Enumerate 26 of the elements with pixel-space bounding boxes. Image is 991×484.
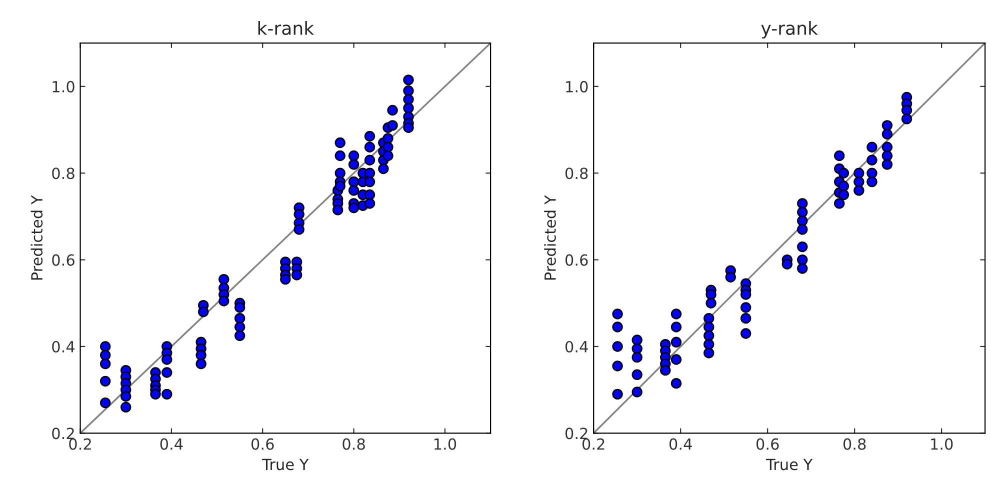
y-axis-title: Predicted Y [30,195,43,280]
y-tick-label: 0.8 [565,168,588,180]
x-tick-label: 0.2 [69,438,91,450]
x-tick-label: 0.8 [843,438,866,450]
y-tick-label: 0.6 [52,254,74,266]
x-tick-label: 1.0 [434,438,456,450]
x-tick-label: 0.4 [160,438,183,450]
y-tick-label: 0.4 [52,340,75,353]
x-tick-label: 0.6 [756,438,779,450]
x-tick-label: 0.4 [669,438,692,450]
y-tick-label: 0.2 [565,428,588,440]
x-axis-title: True Y [766,458,813,470]
y-tick-label: 1.0 [52,80,74,92]
x-tick-label: 1.0 [931,438,953,450]
y-tick-label: 1.0 [566,80,588,92]
y-tick-label: 0.8 [52,168,74,180]
chart-title: k-rank [258,21,314,35]
x-tick-label: 0.6 [251,438,274,450]
y-tick-label: 0.2 [52,428,74,440]
x-tick-label: 0.8 [342,438,365,450]
y-axis-title: Predicted Y [544,195,556,280]
x-axis-title: True Y [262,458,309,470]
y-tick-label: 0.4 [565,340,588,353]
x-tick-label: 0.2 [582,438,604,450]
chart-title: y-rank [761,21,818,38]
y-tick-label: 0.6 [565,254,588,266]
